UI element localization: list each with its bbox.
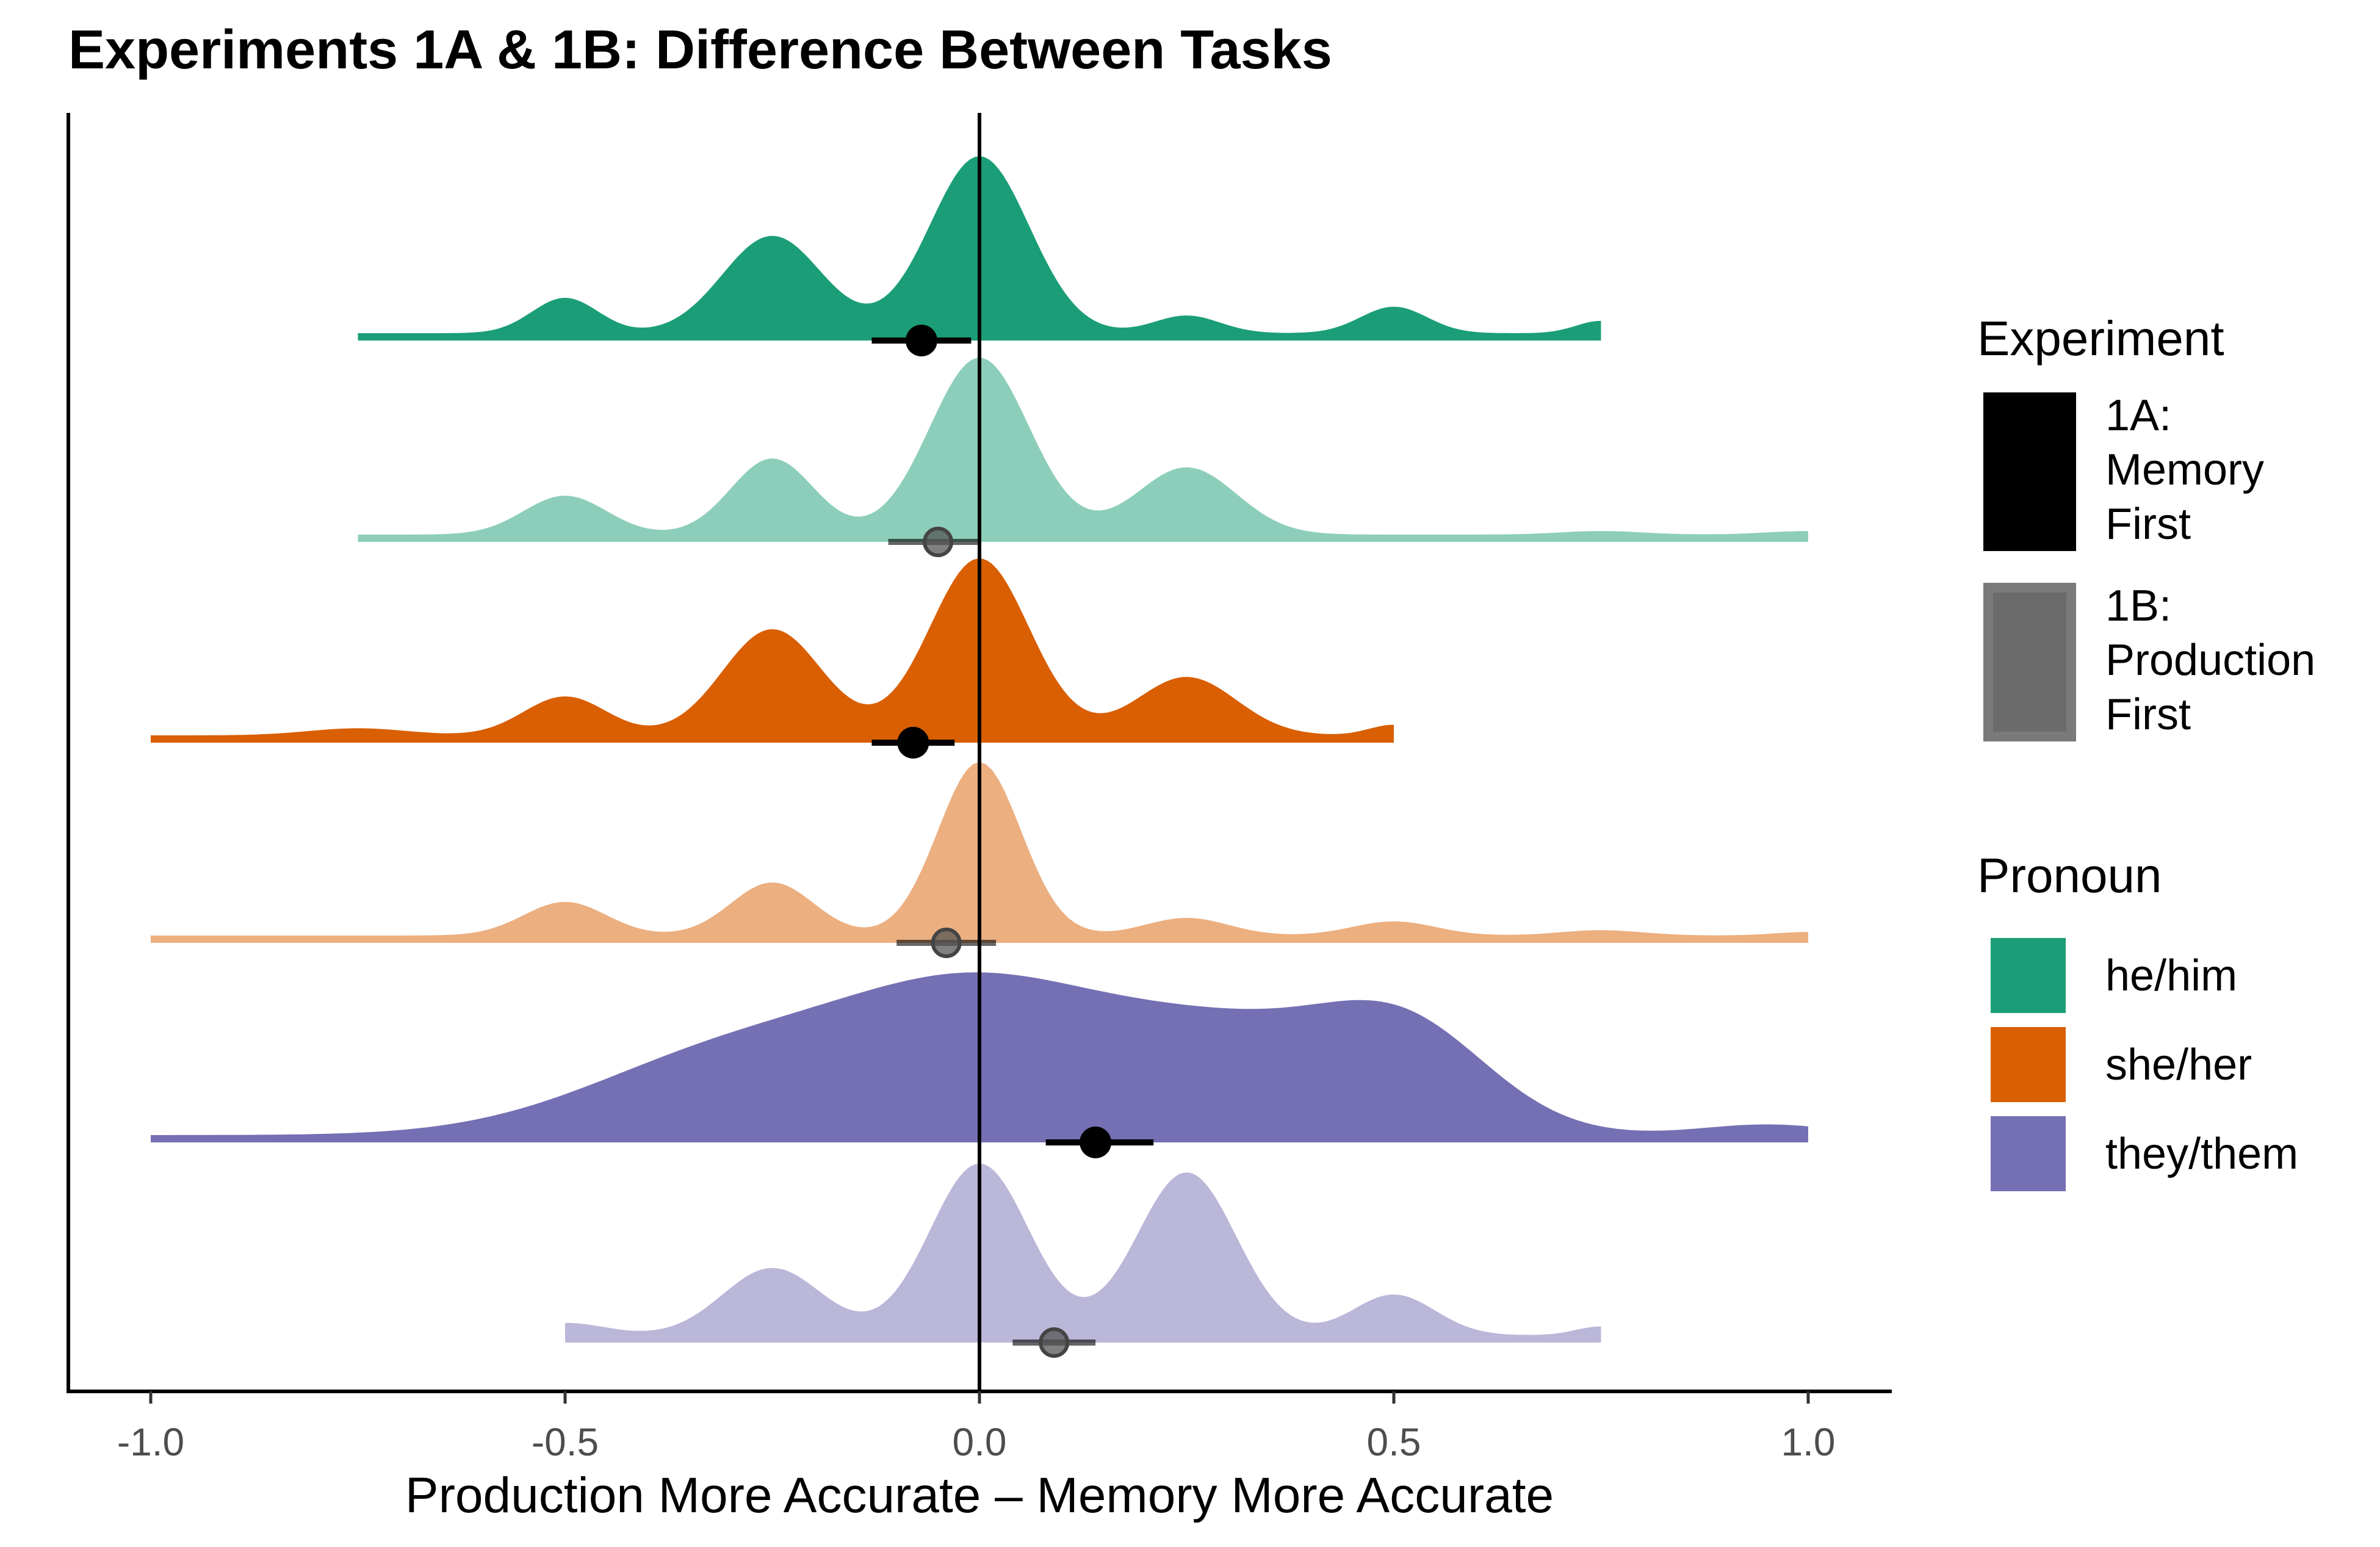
legend-pronoun-label: they/them [2105, 1130, 2298, 1178]
x-tick-label: 0.0 [953, 1420, 1007, 1464]
legend-experiment-label: 1B: Production First [2105, 582, 2315, 739]
legend-key-they-them [1991, 1116, 2066, 1191]
legend-experiment-title: Experiment [1977, 311, 2224, 366]
density-he-him-1B [358, 358, 1808, 542]
x-axis-title: Production More Accurate – Memory More A… [405, 1468, 1554, 1523]
legend-experiment: Experiment 1A: Memory First 1B: Production Fi… [1977, 311, 2315, 741]
x-axis-ticks: -1.0 -0.5 0.0 0.5 1.0 [117, 1391, 1836, 1464]
point-estimate-she-her-1B [931, 928, 962, 958]
x-tick-label: -1.0 [117, 1420, 184, 1464]
legend-pronoun-title: Pronoun [1977, 848, 2162, 903]
point-estimate-she-her-1A [897, 727, 929, 759]
legend-key-1a [1983, 392, 2076, 551]
legend-pronoun-label: he/him [2105, 951, 2237, 1000]
chart-title: Experiments 1A & 1B: Difference Between … [68, 20, 1332, 81]
point-estimate-they-them-1B [1039, 1327, 1070, 1358]
legend-key-1b [1983, 583, 2076, 741]
legend-key-he-him [1991, 938, 2066, 1013]
density-they-them-1B [565, 1163, 1601, 1343]
point-estimate-he-him-1A [905, 325, 937, 356]
legend-pronoun: Pronoun he/him she/her they/them [1977, 848, 2298, 1191]
x-tick-label: 1.0 [1781, 1420, 1836, 1464]
x-tick-label: -0.5 [532, 1420, 599, 1464]
x-tick-label: 0.5 [1367, 1420, 1421, 1464]
point-estimate-they-them-1A [1080, 1127, 1112, 1158]
legend-key-she-her [1991, 1027, 2066, 1102]
legend-pronoun-label: she/her [2105, 1040, 2252, 1089]
point-estimate-he-him-1B [923, 527, 954, 557]
interval-layer [871, 325, 1154, 1358]
density-she-her-1A [151, 558, 1394, 743]
legend-experiment-label: 1A: Memory First [2105, 391, 2264, 549]
